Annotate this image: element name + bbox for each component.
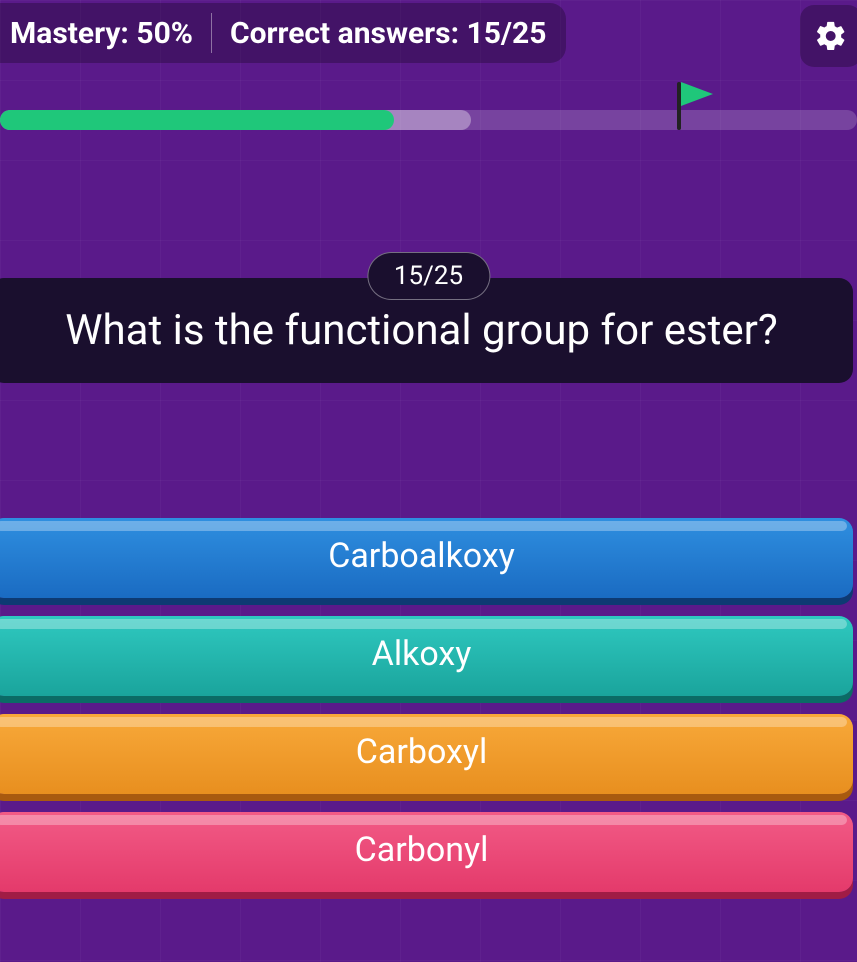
progress-flag [677,82,681,130]
stats-bar: Mastery: 50% Correct answers: 15/25 [0,3,566,63]
answers-list: Carboalkoxy Alkoxy Carboxyl Carbonyl [0,518,853,892]
answer-option-2[interactable]: Alkoxy [0,616,853,696]
answer-label: Carboalkoxy [328,536,515,576]
answer-option-4[interactable]: Carbonyl [0,812,853,892]
answer-option-3[interactable]: Carboxyl [0,714,853,794]
answer-label: Carbonyl [355,830,489,870]
correct-label: Correct answers: [230,16,459,51]
answer-label: Carboxyl [356,732,488,772]
mastery-value: 50% [136,16,193,51]
gear-icon [814,19,848,53]
progress-fill [0,110,394,130]
correct-value: 15/25 [467,16,547,51]
mastery-stat: Mastery: 50% [10,16,193,51]
flag-icon [681,82,713,106]
correct-stat: Correct answers: 15/25 [230,16,547,51]
question-text: What is the functional group for ester? [65,306,778,355]
stat-divider [211,13,212,53]
progress-bar [0,110,857,130]
answer-label: Alkoxy [372,634,472,674]
mastery-label: Mastery: [10,16,129,51]
answer-option-1[interactable]: Carboalkoxy [0,518,853,598]
question-counter-badge: 15/25 [367,252,490,300]
settings-button[interactable] [800,5,857,67]
